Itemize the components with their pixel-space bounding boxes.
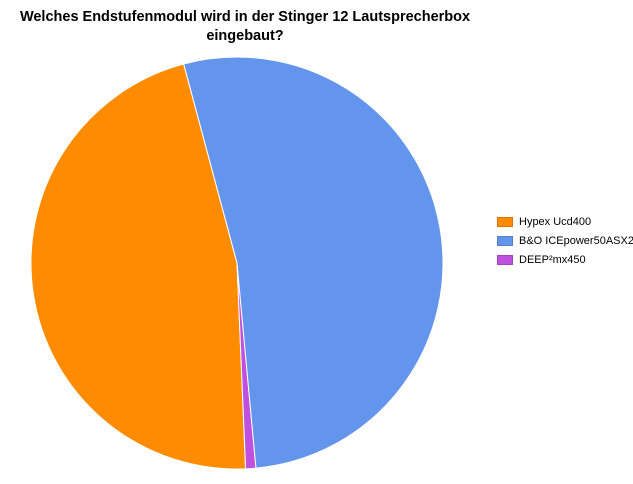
chart-title: Welches Endstufenmodul wird in der Sting… <box>19 9 471 44</box>
legend-item-bo: B&O ICEpower50ASX2 <box>497 231 633 250</box>
legend-swatch-hypex <box>497 216 513 227</box>
slice-hypex <box>30 63 247 470</box>
chart-legend: Hypex Ucd400 B&O ICEpower50ASX2 DEEP²mx4… <box>497 212 633 269</box>
legend-item-hypex: Hypex Ucd400 <box>497 212 633 231</box>
legend-label-bo: B&O ICEpower50ASX2 <box>519 234 633 247</box>
slice-bo <box>183 56 444 469</box>
legend-item-deep: DEEP²mx450 <box>497 250 633 269</box>
legend-swatch-bo <box>497 235 513 246</box>
legend-swatch-deep <box>497 254 513 265</box>
legend-label-deep: DEEP²mx450 <box>519 253 586 266</box>
legend-label-hypex: Hypex Ucd400 <box>519 215 592 228</box>
